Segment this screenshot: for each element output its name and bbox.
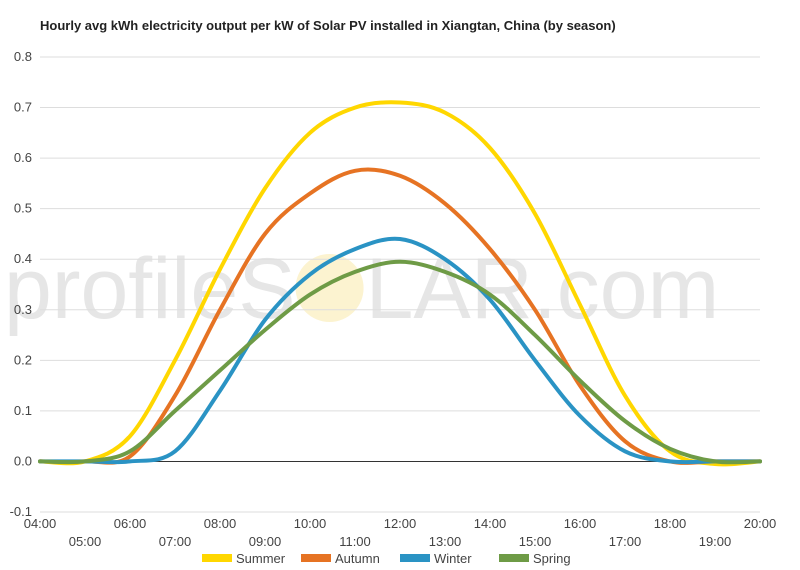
x-tick-label: 11:00 [339,534,371,549]
watermark-sun [295,254,364,322]
y-tick-label: 0.4 [14,251,32,266]
y-tick-label: 0.0 [14,453,32,468]
legend-label-autumn: Autumn [335,551,380,566]
series-line-summer [38,100,762,467]
x-tick-label: 15:00 [519,534,552,549]
x-tick-label: 05:00 [69,534,102,549]
x-tick-label: 20:00 [744,516,777,531]
legend-swatch-spring [499,554,529,562]
y-tick-label: 0.2 [14,352,32,367]
legend-label-winter: Winter [434,551,472,566]
series-line-spring [38,259,762,465]
y-tick-label: 0.1 [14,403,32,418]
legend-swatch-summer [202,554,232,562]
legend-swatch-winter [400,554,430,562]
legend-label-summer: Summer [236,551,286,566]
y-tick-label: -0.1 [10,504,32,519]
y-tick-label: 0.6 [14,150,32,165]
x-tick-label: 19:00 [699,534,732,549]
watermark-text-left: profileS [4,241,296,337]
x-tick-label: 17:00 [609,534,642,549]
x-tick-label: 04:00 [24,516,57,531]
y-tick-label: 0.5 [14,201,32,216]
x-tick-label: 10:00 [294,516,327,531]
x-tick-label: 12:00 [384,516,417,531]
y-tick-label: 0.3 [14,302,32,317]
x-tick-label: 07:00 [159,534,192,549]
x-tick-label: 16:00 [564,516,597,531]
legend-label-spring: Spring [533,551,571,566]
series-line-autumn [38,167,762,465]
x-tick-label: 13:00 [429,534,462,549]
x-tick-label: 08:00 [204,516,237,531]
y-tick-label: 0.7 [14,100,32,115]
legend-swatch-autumn [301,554,331,562]
x-tick-label: 14:00 [474,516,507,531]
y-tick-label: 0.8 [14,49,32,64]
x-tick-label: 18:00 [654,516,687,531]
series-line-winter [38,236,762,465]
x-tick-label: 09:00 [249,534,282,549]
chart-title: Hourly avg kWh electricity output per kW… [40,18,616,33]
x-tick-label: 06:00 [114,516,147,531]
